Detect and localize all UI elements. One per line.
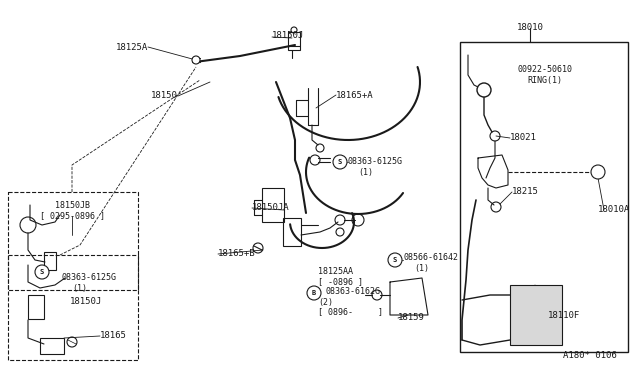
Text: 00922-50610: 00922-50610 <box>518 65 573 74</box>
Text: 08566-61642: 08566-61642 <box>404 253 459 263</box>
Text: (1): (1) <box>358 167 373 176</box>
Text: 18010: 18010 <box>516 23 543 32</box>
Text: 18150JA: 18150JA <box>252 203 290 212</box>
Text: A180* 0106: A180* 0106 <box>563 350 617 359</box>
Text: 18125AA: 18125AA <box>318 267 353 276</box>
Text: S: S <box>338 159 342 165</box>
Circle shape <box>307 286 321 300</box>
Bar <box>288 32 300 50</box>
Text: 08363-6162G: 08363-6162G <box>326 288 381 296</box>
Bar <box>510 285 562 345</box>
Text: [ 0896-     ]: [ 0896- ] <box>318 308 383 317</box>
Text: 18215: 18215 <box>512 187 539 196</box>
Text: 08363-6125G: 08363-6125G <box>348 157 403 167</box>
Circle shape <box>477 83 491 97</box>
Text: 18165: 18165 <box>100 331 127 340</box>
Text: 18159: 18159 <box>398 314 425 323</box>
Text: S: S <box>393 257 397 263</box>
Text: (1): (1) <box>72 283 87 292</box>
Text: 18150J: 18150J <box>272 32 304 41</box>
Text: 18021: 18021 <box>510 134 537 142</box>
Circle shape <box>35 265 49 279</box>
Bar <box>40 338 64 354</box>
Text: 18010A: 18010A <box>598 205 630 215</box>
Text: S: S <box>40 269 44 275</box>
Circle shape <box>388 253 402 267</box>
Bar <box>44 252 56 270</box>
Text: RING(1): RING(1) <box>527 76 563 84</box>
Text: 18150JB: 18150JB <box>54 202 90 211</box>
Bar <box>283 218 301 246</box>
Text: 18110F: 18110F <box>548 311 580 321</box>
Text: 18125A: 18125A <box>116 42 148 51</box>
Text: [ 0295-0896 ]: [ 0295-0896 ] <box>40 212 104 221</box>
Bar <box>8 255 138 360</box>
Text: [ -0896 ]: [ -0896 ] <box>318 278 363 286</box>
Circle shape <box>591 165 605 179</box>
Text: 18150: 18150 <box>151 92 178 100</box>
Bar <box>262 188 284 222</box>
Bar <box>28 295 44 319</box>
Bar <box>460 42 628 352</box>
Circle shape <box>192 56 200 64</box>
Bar <box>8 192 138 290</box>
Text: (1): (1) <box>414 263 429 273</box>
Text: 18165+A: 18165+A <box>336 90 374 99</box>
Text: 18165+B: 18165+B <box>218 250 255 259</box>
Text: (2): (2) <box>318 298 333 307</box>
Text: 18150J: 18150J <box>70 298 102 307</box>
Circle shape <box>333 155 347 169</box>
Text: 08363-6125G: 08363-6125G <box>62 273 117 282</box>
Text: B: B <box>312 290 316 296</box>
